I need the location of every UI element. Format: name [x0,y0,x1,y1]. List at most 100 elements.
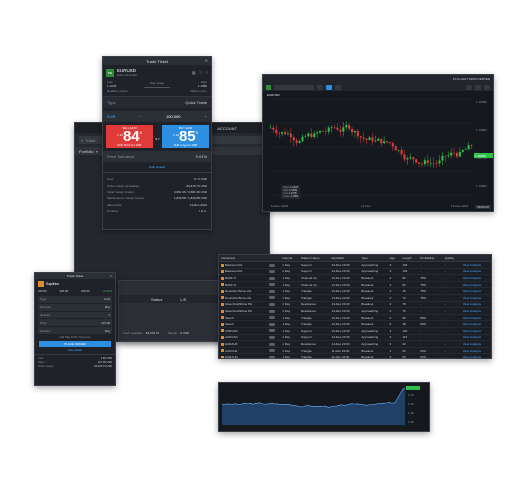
table-row[interactable]: BASF N 1 Day Channel Up 13-Dec 23:00 Breakou… [219,281,491,289]
table-row[interactable]: AUDCHF 1 Day Triangle 11-Dec 23:00 Breakout 1… [219,347,491,355]
table-row[interactable]: GlaxoSmithKline Plc 1 Day Resistance 13-Dec… [219,301,491,309]
column-header[interactable]: Pattern Name [299,255,330,262]
view-analysis-link[interactable]: View Analysis [460,320,491,328]
currency-select[interactable]: EUR [107,114,116,119]
candle-body [307,133,310,137]
interval-button[interactable] [317,84,323,90]
view-analysis-link[interactable]: View Analysis [460,301,491,309]
pattern-thumb-cell [266,287,281,295]
candle-body [286,133,289,135]
hide-details-link[interactable]: Hide Details [148,165,166,169]
view-analysis-link[interactable]: View Analysis [460,274,491,282]
order-field[interactable]: Price 227.00 [38,319,112,327]
column-header[interactable]: Probability [418,255,443,262]
table-row[interactable]: Sanofi 1 Day Triangle 13-Dec 23:00 Breakout 0… [219,320,491,328]
view-analysis-link[interactable]: View Analysis [460,307,491,315]
column-header[interactable]: Quality [442,255,461,262]
table-row[interactable]: BASF N 1 Day Channel Up 13-Dec 23:00 Breakou… [219,274,491,282]
table-row[interactable]: AUDCAD 1 Day Support 13-Dec 23:00 Approachin… [219,334,491,342]
legend-key: Close [283,195,290,198]
field-value[interactable]: Day [105,328,110,333]
view-analysis-link[interactable]: View Analysis [460,340,491,348]
plus-icon[interactable]: + [204,114,207,119]
field-value[interactable]: Limit [104,297,110,302]
column-header[interactable]: Instrument [219,255,267,262]
amount-input[interactable]: 100,000 [166,114,181,119]
tab-account[interactable]: ACCOUNT [217,125,238,131]
area-chart[interactable]: 1.34 1.32 1.30 1.28 [219,383,430,432]
column-header[interactable] [460,255,491,262]
view-analysis-link[interactable]: View Analysis [460,334,491,342]
chart-icon[interactable]: ▦ [191,70,196,75]
take-profit-link[interactable]: Add Take Profit / Stop Loss [59,335,91,339]
order-field[interactable]: Quantity 1 [38,311,112,319]
info-icon[interactable]: ⓘ [198,69,203,75]
detail-key: Cost [107,177,114,182]
table-row[interactable]: Deutsche Borse AG 1 Day Triangle 13-Dec 23:… [219,294,491,302]
flight-span-button[interactable]: FX FLIGHT SPAN CENTER [452,77,490,81]
column-header[interactable]: Interval [280,255,300,262]
amount-stepper[interactable]: EUR − 100,000 + [103,111,211,122]
table-row[interactable]: EURAUD 1 Day Resistance 13-Dec 23:00 Approac… [219,340,491,348]
order-field[interactable]: Direction Buy [38,303,112,311]
high-value: 1.1086 [197,84,207,88]
symbol-search[interactable] [274,84,314,90]
small-hide-details[interactable]: Hide details [68,348,82,352]
price-tolerance-row[interactable]: Price Tolerance 0.01% [103,151,211,162]
instrument-cell: GlaxoSmithKline Plc [219,301,267,309]
field-value[interactable]: 227.00 [101,320,110,325]
pattern-thumbnail-icon [268,309,275,313]
indicator-button[interactable] [335,84,341,90]
tab-portfolio[interactable]: Portfolio [79,148,94,154]
table-cell: 75% [418,287,443,295]
view-analysis-link[interactable]: View Analysis [460,353,491,358]
table-row[interactable]: GlaxoSmithKline Plc 1 Day Resistance 13-Dec… [219,307,491,315]
fullscreen-button[interactable] [484,84,490,90]
candle-button[interactable] [326,84,332,90]
view-analysis-link[interactable]: View Analysis [460,327,491,335]
close-icon[interactable]: ✕ [109,274,112,278]
date-tick-label: 11-Dec-2019 [271,204,288,208]
instrument-icon [221,296,224,300]
order-field[interactable]: Type Limit [38,296,112,303]
instrument-cell: AUDCHF [219,347,267,355]
search-input[interactable]: Trade [85,137,96,143]
settings-button[interactable] [475,84,481,90]
type-value[interactable]: Quick Trade [185,100,207,105]
table-row[interactable]: EURAUD 1 Day Triangle 11-Dec 23:00 Breakout 0… [219,353,491,358]
minus-icon[interactable]: − [139,114,142,119]
sell-button[interactable]: SELL EUR 1.10 84 8 EUR Short at 1.1084 [106,125,153,148]
column-header[interactable]: Type [359,255,388,262]
candlestick-chart[interactable]: 1.109901.109001.107501.106001.1068011-De… [263,91,494,211]
order-type-select[interactable]: Type Quick Trade [103,96,211,108]
table-row[interactable]: Sanofi 1 Day Triangle 13-Dec 23:00 Breakout 0… [219,314,491,322]
close-icon[interactable]: ✕ [204,58,208,63]
view-analysis-link[interactable]: View Analysis [460,261,491,269]
field-value[interactable]: Buy [105,305,110,310]
table-row[interactable]: Balanced AG 1 Day Support 13-Dec 23:00 Appro… [219,268,491,276]
column-header[interactable]: Identified [329,255,360,262]
tolerance-value[interactable]: 0.01% [195,154,207,159]
table-row[interactable]: Deutsche Borse AG 1 Day Triangle 13-Dec 23:… [219,287,491,295]
order-field[interactable]: Duration Day [38,327,112,334]
field-label: Direction [40,305,52,310]
column-header[interactable] [266,255,281,262]
view-analysis-link[interactable]: View Analysis [460,268,491,276]
view-analysis-link[interactable]: View Analysis [460,314,491,322]
draw-button[interactable] [466,84,472,90]
menu-icon[interactable]: ≡ [205,70,208,75]
table-row[interactable]: Balanced AG 1 Day Support 10-Dec 23:00 Appro… [219,261,491,269]
field-value[interactable]: 1 [108,312,110,317]
buy-button[interactable]: BUY EUR 1.10 85 5 EUR Long at 1.1085 [162,125,209,148]
table-cell: 78 [400,301,419,309]
view-analysis-link[interactable]: View Analysis [460,347,491,355]
candle-body [351,128,354,133]
column-header[interactable]: Length [400,255,419,262]
view-analysis-link[interactable]: View Analysis [460,294,491,302]
candle-body [275,129,278,134]
column-header[interactable]: Age [387,255,401,262]
place-order-button[interactable]: PLACE ORDER [39,340,111,347]
view-analysis-link[interactable]: View Analysis [460,281,491,289]
table-row[interactable]: USDCAD 1 Day Support 13-Dec 23:00 Approachin… [219,327,491,335]
view-analysis-link[interactable]: View Analysis [460,287,491,295]
